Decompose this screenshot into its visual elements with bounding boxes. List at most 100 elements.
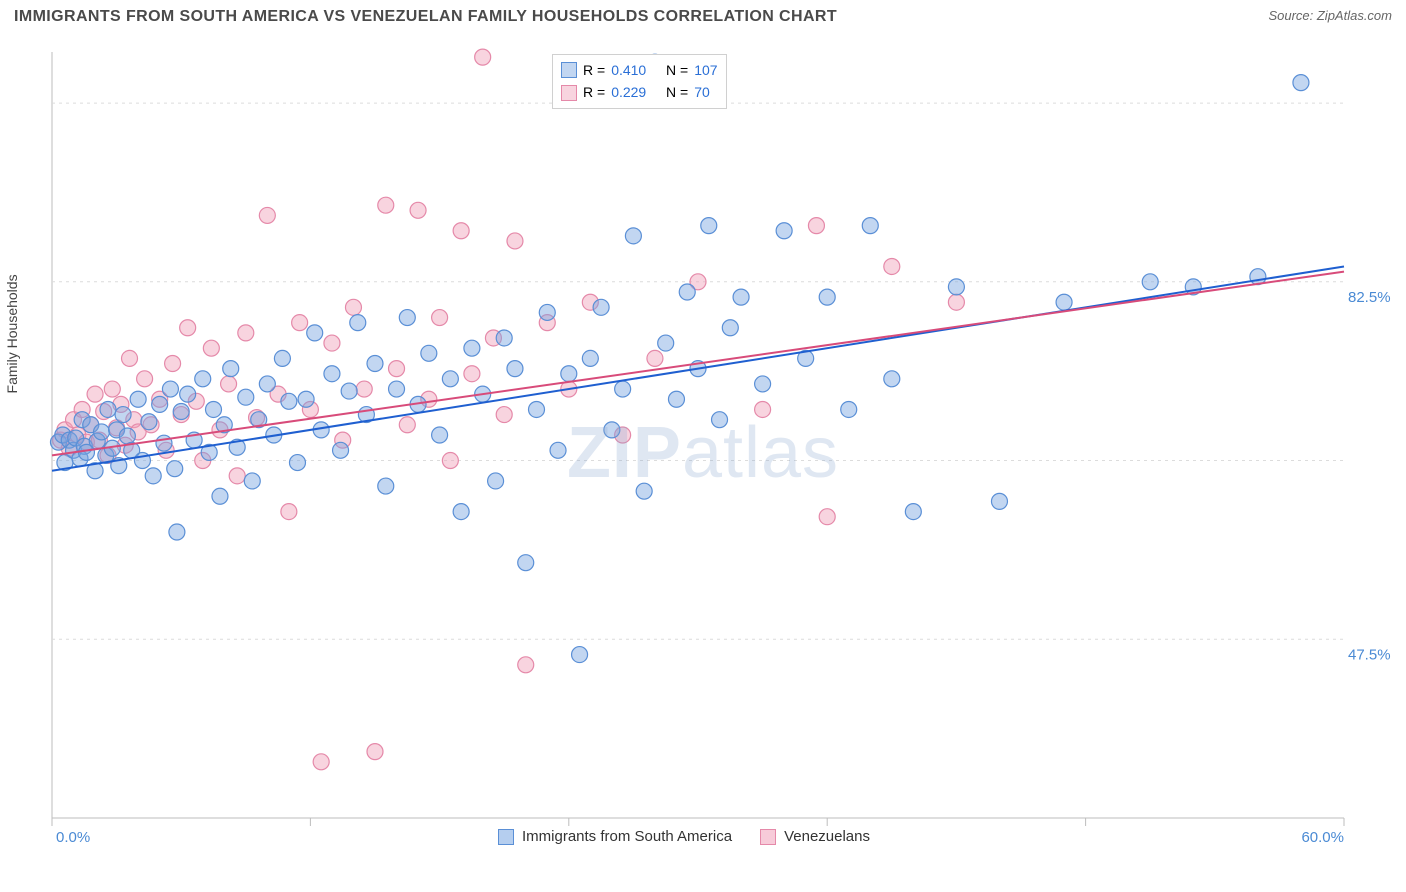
scatter-point: [712, 412, 728, 428]
scatter-point: [130, 391, 146, 407]
scatter-point: [165, 356, 181, 372]
scatter-point: [274, 350, 290, 366]
scatter-point: [819, 509, 835, 525]
scatter-point: [203, 340, 219, 356]
scatter-point: [180, 320, 196, 336]
scatter-point: [104, 381, 120, 397]
scatter-chart-svg: 47.5% 82.5% 0.0% 60.0%: [14, 38, 1392, 868]
scatter-point: [636, 483, 652, 499]
scatter-point: [453, 504, 469, 520]
scatter-point: [152, 396, 168, 412]
scatter-point: [156, 435, 172, 451]
source-prefix: Source:: [1268, 8, 1316, 23]
scatter-point: [410, 202, 426, 218]
scatter-point: [518, 555, 534, 571]
scatter-point: [453, 223, 469, 239]
scatter-point: [755, 376, 771, 392]
scatter-point: [378, 197, 394, 213]
scatter-point: [1293, 75, 1309, 91]
scatter-point: [539, 304, 555, 320]
legend-swatch: [561, 62, 577, 78]
scatter-point: [356, 381, 372, 397]
scatter-point: [378, 478, 394, 494]
legend-item: Venezuelans: [760, 828, 870, 845]
scatter-point: [507, 233, 523, 249]
scatter-point: [862, 218, 878, 234]
svg-text:82.5%: 82.5%: [1348, 289, 1391, 306]
scatter-point: [100, 401, 116, 417]
scatter-point: [324, 366, 340, 382]
trend-line: [52, 266, 1344, 470]
scatter-point: [259, 207, 275, 223]
svg-text:0.0%: 0.0%: [56, 829, 90, 846]
scatter-point: [137, 371, 153, 387]
scatter-point: [464, 366, 480, 382]
scatter-point: [776, 223, 792, 239]
scatter-point: [169, 524, 185, 540]
scatter-point: [615, 381, 631, 397]
chart-title: IMMIGRANTS FROM SOUTH AMERICA VS VENEZUE…: [14, 8, 837, 26]
scatter-point: [593, 299, 609, 315]
scatter-point: [341, 383, 357, 399]
scatter-point: [94, 424, 110, 440]
scatter-point: [167, 461, 183, 477]
scatter-point: [313, 754, 329, 770]
scatter-point: [281, 393, 297, 409]
svg-text:60.0%: 60.0%: [1301, 829, 1344, 846]
scatter-point: [808, 218, 824, 234]
scatter-point: [442, 453, 458, 469]
svg-text:47.5%: 47.5%: [1348, 646, 1391, 663]
scatter-point: [180, 386, 196, 402]
scatter-point: [658, 335, 674, 351]
scatter-point: [442, 371, 458, 387]
scatter-point: [550, 442, 566, 458]
scatter-point: [647, 350, 663, 366]
scatter-point: [529, 401, 545, 417]
scatter-point: [1142, 274, 1158, 290]
legend-item: Immigrants from South America: [498, 828, 732, 845]
scatter-point: [307, 325, 323, 341]
scatter-point: [679, 284, 695, 300]
scatter-point: [991, 493, 1007, 509]
legend-label: Venezuelans: [784, 828, 870, 845]
scatter-point: [206, 401, 222, 417]
scatter-point: [145, 468, 161, 484]
scatter-point: [367, 744, 383, 760]
scatter-point: [399, 310, 415, 326]
chart-area: Family Households 47.5%82.5%0.0%60.0% ZI…: [14, 38, 1392, 868]
scatter-point: [755, 401, 771, 417]
scatter-point: [496, 330, 512, 346]
scatter-point: [841, 401, 857, 417]
scatter-point: [281, 504, 297, 520]
legend-stat-row: R = 0.229 N = 70: [561, 81, 718, 103]
scatter-point: [195, 371, 211, 387]
legend-swatch: [561, 85, 577, 101]
scatter-point: [722, 320, 738, 336]
scatter-point: [389, 381, 405, 397]
scatter-point: [948, 294, 964, 310]
scatter-point: [518, 657, 534, 673]
scatter-point: [884, 258, 900, 274]
scatter-point: [122, 350, 138, 366]
scatter-point: [668, 391, 684, 407]
legend-label: Immigrants from South America: [522, 828, 732, 845]
scatter-point: [141, 414, 157, 430]
scatter-point: [701, 218, 717, 234]
series-legend: Immigrants from South America Venezuelans: [498, 828, 870, 845]
scatter-point: [223, 361, 239, 377]
correlation-legend: R = 0.410 N = 107 R = 0.229 N = 70: [552, 54, 727, 109]
scatter-point: [324, 335, 340, 351]
scatter-point: [292, 315, 308, 331]
scatter-point: [421, 345, 437, 361]
scatter-point: [464, 340, 480, 356]
scatter-point: [507, 361, 523, 377]
scatter-point: [884, 371, 900, 387]
scatter-point: [115, 407, 131, 423]
scatter-point: [289, 455, 305, 471]
scatter-point: [333, 442, 349, 458]
scatter-point: [582, 350, 598, 366]
scatter-point: [1056, 294, 1072, 310]
scatter-point: [173, 404, 189, 420]
trend-line: [52, 272, 1344, 456]
scatter-point: [948, 279, 964, 295]
